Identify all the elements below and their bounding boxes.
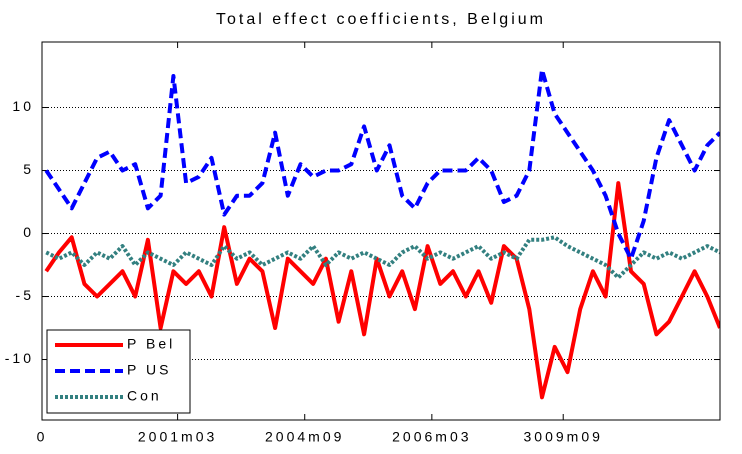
x-tick-label: 3009m09 xyxy=(524,429,603,445)
legend-label: P Bel xyxy=(127,336,175,352)
legend-label: Con xyxy=(127,388,162,404)
series-line xyxy=(44,67,720,261)
chart-title: Total effect coefficients, Belgium xyxy=(216,11,546,28)
y-tick-label: -10 xyxy=(5,350,34,366)
legend-label: P US xyxy=(127,362,171,378)
plot-frame xyxy=(41,41,721,421)
x-tick-label: 0 xyxy=(37,429,48,445)
x-tick-label: 2004m09 xyxy=(265,429,344,445)
y-tick-label: 5 xyxy=(23,161,34,177)
series-line xyxy=(45,235,720,280)
plot-lines xyxy=(44,67,720,400)
y-tick-label: 10 xyxy=(12,98,34,114)
series-line xyxy=(44,181,720,400)
y-tick-label: 0 xyxy=(23,224,34,240)
y-tick-label: -5 xyxy=(16,287,34,303)
x-tick-label: 2006m03 xyxy=(392,429,471,445)
x-tick-label: 2001m03 xyxy=(138,429,217,445)
